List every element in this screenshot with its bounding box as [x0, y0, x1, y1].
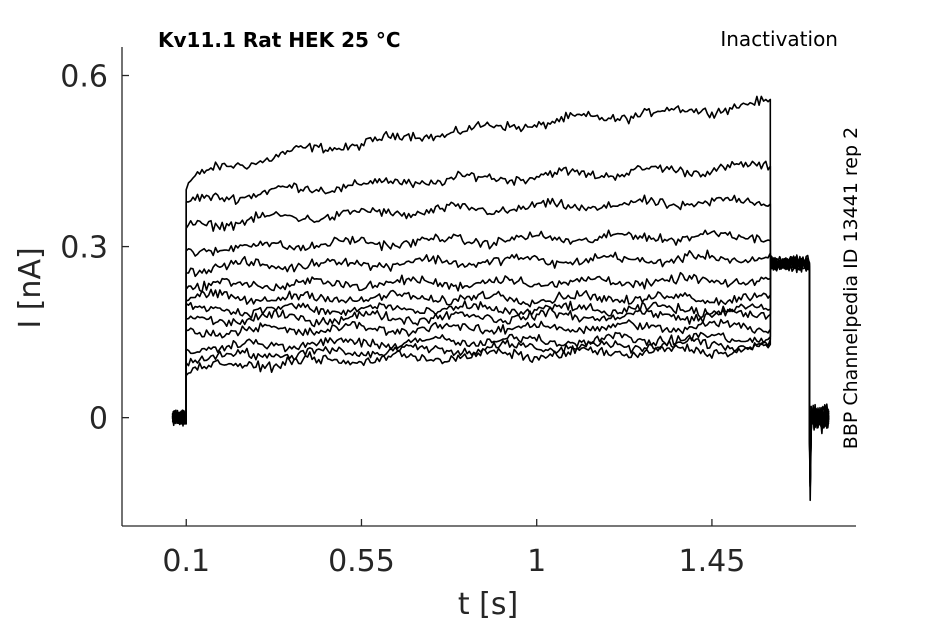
current-trace	[171, 95, 830, 484]
x-axis-title: t [s]	[458, 587, 518, 622]
y-tick-label: 0.3	[60, 231, 108, 266]
x-tick-label: 1	[527, 544, 546, 579]
current-trace	[171, 194, 830, 484]
x-tick-label: 0.1	[162, 544, 210, 579]
x-tick-label: 0.55	[328, 544, 395, 579]
protocol-label: Inactivation	[720, 27, 838, 51]
current-trace	[171, 257, 830, 480]
current-trace	[172, 257, 830, 502]
y-tick-label: 0	[89, 402, 108, 437]
current-trace	[171, 256, 830, 488]
x-tick-label: 1.45	[679, 544, 746, 579]
current-trace	[171, 254, 830, 467]
source-label: BBP Channelpedia ID 13441 rep 2	[840, 127, 862, 449]
y-tick-label: 0.6	[60, 60, 108, 95]
axes-group: 0.1 0.55 1 1.45 0 0.3 0.6	[60, 47, 856, 579]
current-trace	[171, 254, 830, 474]
current-trace	[171, 249, 830, 478]
traces-group	[171, 95, 830, 502]
y-axis-title: I [nA]	[13, 247, 48, 328]
current-trace	[171, 257, 830, 468]
chart-title: Kv11.1 Rat HEK 25 °C	[158, 28, 401, 52]
current-trace	[171, 160, 830, 488]
current-trace	[171, 257, 830, 470]
current-trace	[171, 254, 830, 487]
current-trace	[171, 229, 830, 471]
